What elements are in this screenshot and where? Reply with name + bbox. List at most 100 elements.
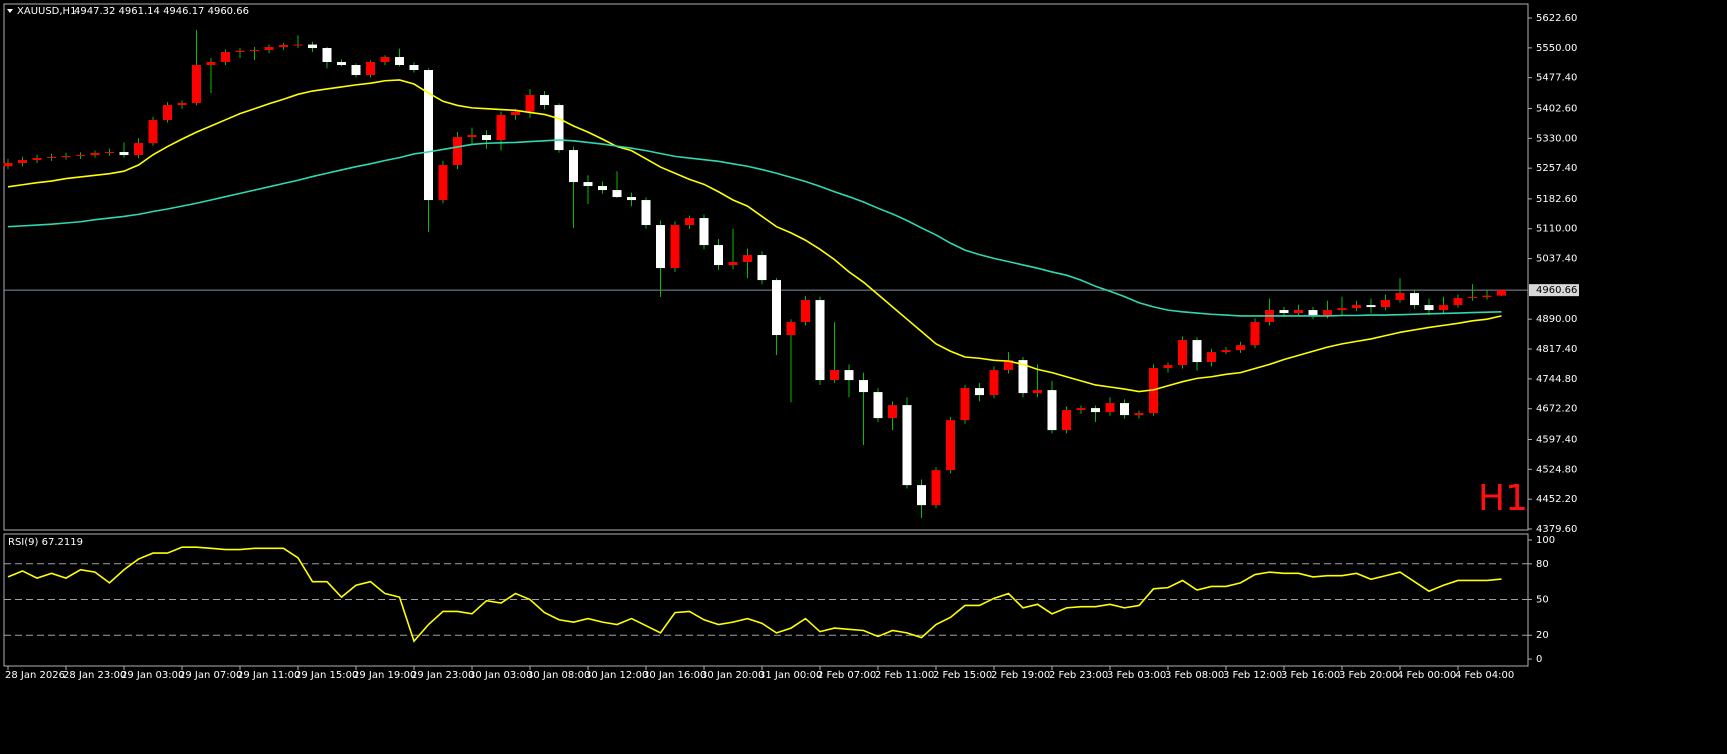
x-tick-label: 29 Jan 11:00 (237, 670, 300, 681)
y-tick-label: 20 (1536, 630, 1549, 641)
y-tick-label: 4597.40 (1536, 434, 1577, 445)
candle-body (1453, 298, 1463, 306)
candle-body (1337, 308, 1347, 311)
candle-body (598, 186, 607, 191)
candle-body (76, 155, 85, 157)
candle-body (453, 137, 462, 166)
candle-body (1366, 305, 1376, 308)
candle-body (221, 52, 230, 63)
x-tick-label: 3 Feb 08:00 (1165, 670, 1224, 681)
candle-body (714, 245, 723, 266)
candle-body (815, 300, 825, 381)
candle-body (844, 370, 854, 381)
candle-body (1105, 403, 1115, 413)
x-tick-label: 28 Jan 23:00 (63, 670, 126, 681)
x-tick-label: 4 Feb 04:00 (1455, 670, 1514, 681)
candle-body (322, 48, 332, 63)
candle-body (699, 218, 709, 246)
y-tick-label: 5110.00 (1536, 224, 1577, 235)
candle-body (772, 280, 781, 336)
y-tick-label: 4672.20 (1536, 404, 1577, 415)
x-tick-label: 31 Jan 00:00 (759, 670, 822, 681)
candle-body (1395, 293, 1405, 301)
x-tick-label: 29 Jan 03:00 (121, 670, 184, 681)
last-price-box (1529, 284, 1579, 297)
y-tick-label: 5182.60 (1536, 194, 1577, 205)
candle-body (786, 322, 796, 336)
candle-body (3, 163, 13, 167)
ohlc-label: 4947.32 4961.14 4946.17 4960.66 (74, 6, 249, 17)
candle-body (1134, 413, 1144, 416)
candle-body (873, 392, 883, 419)
candle-body (380, 57, 390, 63)
candle-body (1047, 390, 1057, 431)
y-tick-label: 100 (1536, 535, 1555, 546)
candle-body (1033, 390, 1042, 394)
x-tick-label: 2 Feb 19:00 (991, 670, 1050, 681)
candle-body (801, 300, 810, 323)
candle-body (1207, 352, 1216, 363)
chart-title: XAUUSD,H1 (17, 6, 76, 17)
y-tick-label: 5477.40 (1536, 73, 1577, 84)
candle-body (511, 111, 520, 116)
last-price-label: 4960.66 (1536, 285, 1577, 296)
x-tick-label: 2 Feb 07:00 (817, 670, 876, 681)
candle-body (467, 135, 477, 138)
candle-body (1120, 403, 1129, 416)
moving-average (7, 79, 1502, 393)
candle-body (583, 182, 593, 187)
candle-body (525, 95, 535, 112)
candle-body (206, 62, 216, 66)
candle-body (1178, 340, 1187, 366)
candle-body (308, 44, 317, 49)
x-tick-label: 30 Jan 12:00 (585, 670, 648, 681)
x-tick-label: 2 Feb 11:00 (875, 670, 934, 681)
candle-body (496, 115, 506, 141)
candle-body (569, 150, 578, 183)
y-tick-label: 4379.60 (1536, 524, 1577, 535)
rsi-line (7, 546, 1502, 643)
candle-body (409, 65, 419, 71)
candle-body (163, 105, 172, 121)
candle-body (1308, 310, 1318, 316)
candle-body (279, 45, 288, 48)
menu-triangle[interactable] (7, 9, 13, 13)
candle-body (192, 65, 201, 104)
rsi-title: RSI(9) 67.2119 (8, 537, 83, 548)
candle-body (1236, 345, 1245, 351)
candle-body (1018, 360, 1028, 394)
candle-body (1004, 360, 1013, 371)
candle-body (1250, 322, 1260, 346)
candle-body (902, 405, 912, 486)
candle-body (1221, 350, 1231, 353)
candle-body (641, 200, 651, 226)
candle-body (960, 388, 970, 421)
y-tick-label: 50 (1536, 595, 1549, 606)
y-tick-label: 5402.60 (1536, 103, 1577, 114)
candle-body (424, 70, 433, 201)
candle-body (119, 152, 129, 156)
candle-body (250, 50, 259, 52)
candle-body (1482, 295, 1492, 298)
candle-body (1062, 410, 1071, 431)
candle-body (554, 105, 564, 151)
candle-body (134, 143, 143, 156)
candle-body (743, 255, 752, 263)
candle-body (61, 156, 71, 158)
x-tick-label: 30 Jan 08:00 (527, 670, 590, 681)
x-tick-label: 2 Feb 15:00 (933, 670, 992, 681)
candle-body (540, 95, 549, 106)
x-tick-label: 29 Jan 15:00 (295, 670, 358, 681)
x-tick-label: 30 Jan 03:00 (469, 670, 532, 681)
candle-body (1091, 408, 1100, 413)
y-tick-label: 4817.40 (1536, 344, 1577, 355)
candle-body (1163, 365, 1173, 369)
y-tick-label: 4890.00 (1536, 314, 1577, 325)
candle-body (1294, 310, 1303, 314)
candle-body (105, 152, 114, 154)
candle-body (1424, 305, 1434, 311)
x-tick-label: 29 Jan 07:00 (179, 670, 242, 681)
candle-body (47, 157, 56, 159)
candle-body (656, 225, 665, 269)
